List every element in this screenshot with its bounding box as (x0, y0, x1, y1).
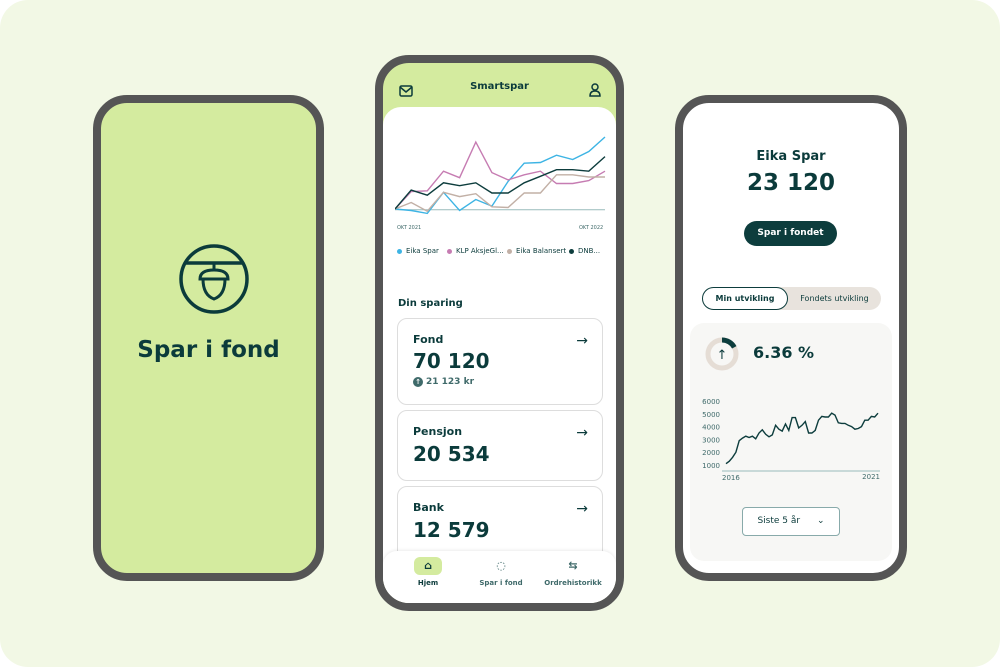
nav-hjem[interactable]: ⌂ Hjem (388, 557, 468, 587)
x-tick: 2021 (862, 473, 880, 481)
mail-icon[interactable] (399, 85, 413, 97)
arrow-right-icon: → (576, 333, 588, 349)
home-phone: Smartspar OKT 2021 OKT 2022 Eika Spar KL… (375, 55, 624, 611)
return-value: 6.36 % (753, 343, 815, 362)
series-line (395, 140, 606, 210)
y-tick: 6000 (702, 398, 720, 406)
card-fond[interactable]: Fond → 70 120 ↑ 21 123 kr (397, 318, 603, 405)
series-line (395, 156, 606, 210)
tab-toggle: Min utvikling Fondets utvikling (702, 287, 881, 310)
arrow-up-icon: ↑ (717, 348, 728, 363)
period-select[interactable]: Siste 5 år ⌄ (742, 507, 840, 536)
arrow-right-icon: → (576, 425, 588, 441)
card-value: 70 120 (413, 349, 490, 373)
fund-value: 23 120 (746, 170, 836, 196)
piggy-bank-icon: ◌ (496, 559, 506, 572)
card-value: 20 534 (413, 442, 490, 466)
splash-title: Spar i fond (137, 337, 280, 363)
card-label: Bank (413, 501, 444, 514)
section-title: Din sparing (398, 298, 463, 309)
card-change: ↑ 21 123 kr (413, 377, 474, 387)
legend-item[interactable]: KLP AksjeGl... (447, 247, 504, 255)
nav-spar-i-fond[interactable]: ◌ Spar i fond (461, 557, 541, 587)
series-line (395, 174, 605, 213)
comparison-chart (395, 136, 606, 215)
card-pensjon[interactable]: Pensjon → 20 534 (397, 410, 603, 481)
splash-phone: Spar i fond (93, 95, 324, 581)
tab-min-utvikling[interactable]: Min utvikling (702, 287, 788, 310)
header-title: Smartspar (470, 81, 529, 92)
bottom-nav: ⌂ Hjem ◌ Spar i fond ⇆ Ordrehistorikk (383, 551, 616, 603)
home-content: OKT 2021 OKT 2022 Eika Spar KLP AksjeGl.… (383, 107, 616, 603)
y-tick: 1000 (702, 462, 720, 470)
fund-chart: 1000 2000 3000 4000 5000 6000 2016 2021 (702, 398, 880, 482)
x-tick: OKT 2021 (397, 225, 422, 231)
buy-fund-button[interactable]: Spar i fondet (744, 221, 837, 246)
return-ring: ↑ (705, 337, 739, 371)
card-value: 12 579 (413, 518, 490, 542)
x-tick: 2016 (722, 474, 740, 482)
y-tick: 3000 (702, 436, 720, 444)
arrow-right-icon: → (576, 501, 588, 517)
series-line (725, 412, 879, 465)
tab-fondets-utvikling[interactable]: Fondets utvikling (800, 294, 869, 303)
nav-ordrehistorikk[interactable]: ⇆ Ordrehistorikk (533, 557, 613, 587)
legend-item[interactable]: DNB... (569, 247, 600, 255)
fund-name: Eika Spar (756, 149, 826, 164)
fund-phone: Eika Spar 23 120 Spar i fondet Min utvik… (675, 95, 907, 581)
y-tick: 4000 (702, 424, 720, 432)
card-label: Pensjon (413, 425, 463, 438)
y-tick: 5000 (702, 411, 720, 419)
series-line (395, 136, 606, 215)
acorn-icon (179, 244, 249, 314)
x-tick: OKT 2022 (579, 225, 604, 231)
legend-item[interactable]: Eika Balansert (507, 247, 566, 255)
card-label: Fond (413, 333, 444, 346)
chevron-down-icon: ⌄ (816, 516, 825, 526)
performance-panel: ↑ 6.36 % 1000 2000 3000 4000 5000 6000 2016 202… (690, 323, 892, 561)
y-tick: 2000 (702, 449, 720, 457)
user-icon[interactable] (589, 83, 601, 97)
arrow-up-circle-icon: ↑ (413, 377, 423, 387)
home-icon: ⌂ (414, 557, 442, 575)
swap-arrows-icon: ⇆ (568, 559, 578, 572)
legend-item[interactable]: Eika Spar (397, 247, 439, 255)
